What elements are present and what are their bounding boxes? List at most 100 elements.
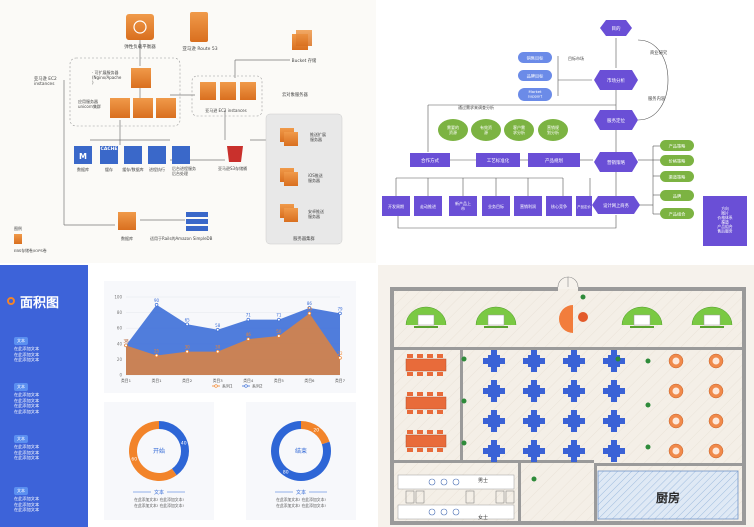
green-node-1 bbox=[438, 119, 468, 141]
hex-strategy bbox=[594, 152, 638, 172]
queue-server-c-label: 安卓推送服务器 bbox=[308, 208, 324, 219]
bar-standard bbox=[476, 153, 520, 167]
sink bbox=[440, 478, 448, 486]
round-tables bbox=[668, 353, 724, 459]
sidebar-block-tag: 文本 bbox=[14, 435, 28, 443]
implement-label: 服务内容 bbox=[648, 95, 666, 102]
legend-label: 系列2 bbox=[252, 383, 263, 389]
blue-chair bbox=[483, 388, 488, 394]
blue-chair bbox=[603, 388, 608, 394]
sidebar-block-tag: 文本 bbox=[14, 337, 28, 345]
blue-chair bbox=[500, 448, 505, 454]
blue-chair bbox=[620, 418, 625, 424]
svg-text:营销规划分析: 营销规划分析 bbox=[547, 124, 559, 135]
pill-sales-label: 销售目标 bbox=[527, 55, 544, 62]
data-point bbox=[215, 349, 220, 354]
restroom-women-label: 女士 bbox=[478, 514, 488, 521]
blue-chair bbox=[500, 388, 505, 394]
elb-label: 弹性负载平衡器 bbox=[124, 43, 156, 50]
round-table-center bbox=[672, 387, 680, 395]
rect-table bbox=[405, 434, 447, 448]
chair bbox=[437, 448, 443, 452]
stall bbox=[505, 490, 515, 504]
blue-chair bbox=[531, 380, 537, 385]
chair bbox=[427, 354, 433, 358]
worker-icon bbox=[148, 146, 166, 164]
data-point bbox=[338, 311, 342, 316]
title-circle-icon bbox=[7, 297, 15, 305]
chair bbox=[427, 392, 433, 396]
queue-server-b-label: iOS推送服务器 bbox=[308, 172, 323, 183]
sidebar-block: 文本 在此添加文本 在此添加文本 在此添加文本 bbox=[14, 425, 39, 461]
blue-chair bbox=[571, 427, 577, 432]
sidebar-block-line: 在此添加文本 bbox=[14, 408, 40, 414]
right-pill-4-label: 品牌 bbox=[673, 193, 681, 200]
bar-coop bbox=[410, 153, 450, 167]
hex-strategy-label: 营销策略 bbox=[607, 159, 625, 166]
blue-table bbox=[528, 415, 540, 427]
plant-icons bbox=[461, 294, 651, 482]
x-tick-label: 类目5 bbox=[274, 378, 285, 383]
blue-table bbox=[488, 415, 500, 427]
bottom-box-7-label: 产品定价 bbox=[577, 204, 591, 209]
hex-position-label: 服务定位 bbox=[607, 117, 625, 124]
data-point bbox=[277, 317, 281, 322]
blue-chair bbox=[611, 380, 617, 385]
stall bbox=[465, 490, 475, 504]
blue-table bbox=[608, 385, 620, 397]
sidebar-block: 文本 在此添加文本 在此添加文本 在此添加文本 在此添加文本 bbox=[14, 373, 39, 414]
blue-chair bbox=[531, 350, 537, 355]
sidebar-block-line: 在此添加文本 bbox=[14, 501, 40, 507]
commerce-label: 商业研究 bbox=[650, 49, 668, 56]
sidebar-block: 文本 在此添加文本 在此添加文本 在此添加文本 bbox=[14, 477, 39, 513]
chair bbox=[407, 372, 413, 376]
ec2-left-label: 亚马逊 EC2 instances bbox=[34, 75, 57, 87]
bottom-box-1-label: 开发周期 bbox=[388, 203, 404, 209]
blue-table bbox=[568, 445, 580, 457]
sink bbox=[428, 508, 436, 516]
blue-chair bbox=[531, 440, 537, 445]
y-tick-label: 100 bbox=[114, 295, 122, 300]
blue-chair bbox=[491, 367, 497, 372]
bar-product bbox=[528, 153, 580, 167]
donut-center-label: 开始 bbox=[153, 447, 165, 455]
chair bbox=[407, 392, 413, 396]
blue-chair bbox=[491, 440, 497, 445]
data-point bbox=[124, 343, 128, 348]
legend-title: 图例 bbox=[14, 225, 22, 231]
donut-caption-line: 在此添加文本! 在此添加文本! bbox=[276, 497, 326, 502]
chair bbox=[417, 430, 423, 434]
ec2-server-icon-1 bbox=[200, 82, 216, 100]
pill-support bbox=[518, 88, 552, 101]
db-icon bbox=[74, 146, 92, 164]
booth-table bbox=[633, 314, 651, 326]
right-pill-5-label: 产品组合 bbox=[669, 211, 687, 218]
data-label: 30 bbox=[215, 345, 221, 350]
sidebar-block-line: 在此添加文本 bbox=[14, 351, 40, 357]
blue-chair bbox=[540, 388, 545, 394]
queue-cluster-bg bbox=[265, 113, 343, 245]
s3-label: Bucket 存储 bbox=[292, 57, 317, 64]
floor-plan-canvas: 男士 女士 厨房 bbox=[390, 276, 746, 525]
blue-chair bbox=[483, 418, 488, 424]
legend-marker bbox=[244, 384, 248, 388]
green-node-2 bbox=[471, 119, 501, 141]
blue-chair bbox=[540, 358, 545, 364]
blue-chair bbox=[523, 448, 528, 454]
blue-chair bbox=[571, 440, 577, 445]
cache-icon bbox=[100, 146, 118, 164]
stall bbox=[415, 490, 425, 504]
blue-chair bbox=[500, 358, 505, 364]
blue-chair bbox=[611, 350, 617, 355]
restroom-men-label: 男士 bbox=[478, 477, 488, 484]
booth-table bbox=[703, 314, 721, 326]
data-label: 46 bbox=[246, 332, 252, 337]
blue-chair bbox=[483, 358, 488, 364]
green-node-3 bbox=[504, 119, 534, 141]
hex-top-label: 目的 bbox=[612, 25, 621, 32]
data-label: 71 bbox=[246, 313, 252, 318]
data-label: 38 bbox=[123, 338, 129, 343]
marketing-flowchart: 目的 市场分析 服务定位 营销策略 设计网上商务 商业研究 服务内容 目标市场 … bbox=[378, 0, 754, 263]
pill-support-label: Market support bbox=[528, 89, 543, 98]
donut-slice bbox=[129, 421, 177, 481]
